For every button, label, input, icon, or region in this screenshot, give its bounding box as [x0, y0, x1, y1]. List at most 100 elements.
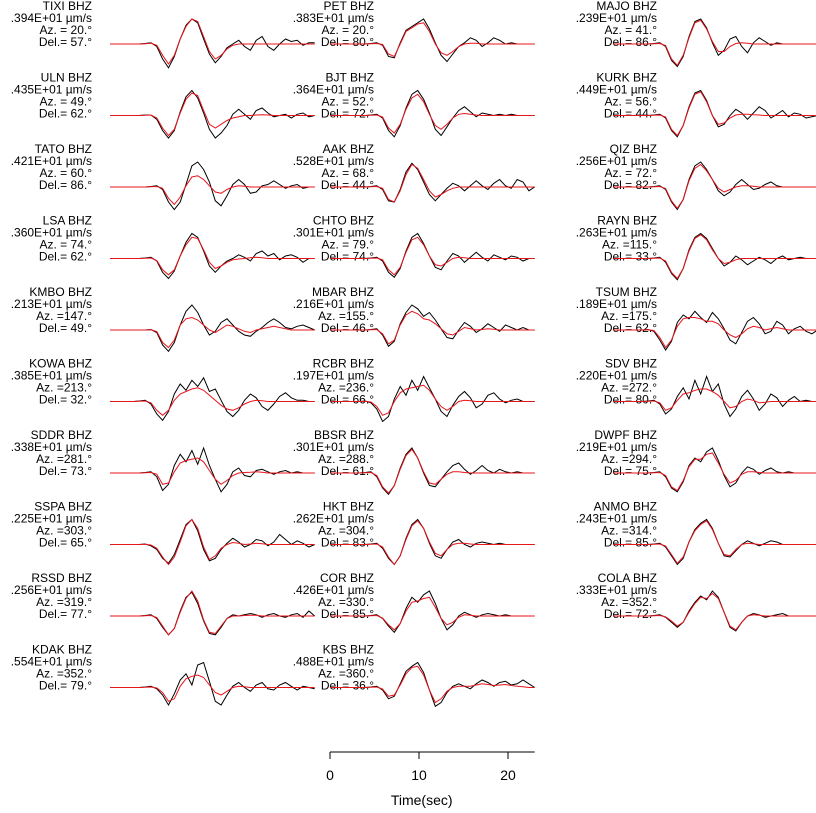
synthetic-trace: [330, 665, 535, 704]
amplitude-label: .301E+01 µm/s: [293, 440, 374, 454]
azimuth-label: Az. =155.°: [318, 309, 374, 323]
observed-trace: [110, 661, 315, 707]
azimuth-label: Az. =304.°: [318, 524, 374, 538]
amplitude-label: .435E+01 µm/s: [11, 83, 92, 97]
station-name-label: ULN BHZ: [41, 71, 92, 85]
station-name-label: SSPA BHZ: [34, 500, 92, 514]
x-tick-label: 0: [326, 767, 334, 783]
azimuth-label: Az. =213.°: [36, 381, 92, 395]
synthetic-trace: [110, 18, 315, 65]
azimuth-label: Az. =294.°: [601, 452, 657, 466]
station-name-label: SDV BHZ: [605, 357, 657, 371]
synthetic-trace: [613, 91, 816, 137]
station-name-label: KDAK BHZ: [32, 643, 92, 657]
azimuth-label: Az. =319.°: [36, 595, 92, 609]
station-panel: RAYN BHZ.263E+01 µm/sAz. =115.°Del.= 33.…: [576, 214, 816, 281]
amplitude-label: .554E+01 µm/s: [11, 655, 92, 669]
station-panel: TATO BHZ.421E+01 µm/sAz. = 60.°Del.= 86.…: [11, 142, 315, 211]
station-name-label: MAJO BHZ: [596, 0, 657, 13]
azimuth-label: Az. =236.°: [318, 381, 374, 395]
amplitude-label: .488E+01 µm/s: [293, 655, 374, 669]
synthetic-trace: [110, 674, 315, 702]
synthetic-trace: [330, 448, 535, 494]
amplitude-label: .394E+01 µm/s: [11, 11, 92, 25]
azimuth-label: Az. = 20.°: [322, 23, 375, 37]
station-name-label: PET BHZ: [324, 0, 374, 13]
distance-label: Del.= 61.°: [321, 464, 374, 478]
azimuth-label: Az. = 74.°: [40, 238, 93, 252]
station-name-label: ANMO BHZ: [594, 500, 657, 514]
station-name-label: LSA BHZ: [43, 214, 92, 228]
time-axis: 0 10 20 Time(sec): [326, 751, 535, 808]
distance-label: Del.= 80.°: [604, 393, 657, 407]
station-name-label: TATO BHZ: [35, 142, 92, 156]
station-panel: COLA BHZ.333E+01 µm/sAz. =352.°Del.= 72.…: [576, 571, 816, 632]
station-panel: BJT BHZ.364E+01 µm/sAz. = 52.°Del.= 72.°: [293, 71, 535, 138]
synthetic-trace: [110, 236, 315, 276]
distance-label: Del.= 66.°: [321, 393, 374, 407]
distance-label: Del.= 86.°: [39, 178, 92, 192]
amplitude-label: .239E+01 µm/s: [576, 11, 657, 25]
distance-label: Del.= 82.°: [604, 178, 657, 192]
amplitude-label: .426E+01 µm/s: [293, 583, 374, 597]
station-panel: BBSR BHZ.301E+01 µm/sAz. =288.°Del.= 61.…: [293, 428, 535, 496]
distance-label: Del.= 44.°: [321, 178, 374, 192]
amplitude-label: .220E+01 µm/s: [576, 369, 657, 383]
observed-trace: [110, 232, 315, 280]
azimuth-label: Az. = 49.°: [40, 95, 93, 109]
station-name-label: KMBO BHZ: [29, 285, 92, 299]
station-name-label: DWPF BHZ: [594, 428, 657, 442]
amplitude-label: .189E+01 µm/s: [576, 297, 657, 311]
station-panel: KDAK BHZ.554E+01 µm/sAz. =352.°Del.= 79.…: [11, 643, 315, 707]
azimuth-label: Az. = 56.°: [605, 95, 658, 109]
distance-label: Del.= 32.°: [39, 393, 92, 407]
synthetic-trace: [110, 387, 315, 416]
station-name-label: TIXI BHZ: [43, 0, 92, 13]
station-panel: RSSD BHZ.256E+01 µm/sAz. =319.°Del.= 77.…: [11, 571, 316, 636]
amplitude-label: .338E+01 µm/s: [11, 440, 92, 454]
synthetic-trace: [330, 596, 535, 631]
station-panel: PET BHZ.383E+01 µm/sAz. = 20.°Del.= 80.°: [293, 0, 535, 63]
amplitude-label: .301E+01 µm/s: [293, 226, 374, 240]
station-panel: RCBR BHZ.197E+01 µm/sAz. =236.°Del.= 66.…: [293, 357, 535, 423]
distance-label: Del.= 72.°: [321, 107, 374, 121]
synthetic-trace: [330, 22, 535, 58]
station-panel: ULN BHZ.435E+01 µm/sAz. = 49.°Del.= 62.°: [11, 71, 315, 139]
distance-label: Del.= 72.°: [604, 607, 657, 621]
azimuth-label: Az. =314.°: [601, 524, 657, 538]
station-panel: TIXI BHZ.394E+01 µm/sAz. = 20.°Del.= 57.…: [11, 0, 315, 69]
distance-label: Del.= 75.°: [604, 464, 657, 478]
distance-label: Del.= 85.°: [604, 536, 657, 550]
station-panel: CHTO BHZ.301E+01 µm/sAz. = 79.°Del.= 74.…: [293, 214, 535, 279]
synthetic-trace: [110, 518, 315, 566]
distance-label: Del.= 83.°: [321, 536, 374, 550]
distance-label: Del.= 36.°: [321, 679, 374, 693]
distance-label: Del.= 46.°: [321, 321, 374, 335]
x-tick-label: 20: [500, 767, 516, 783]
synthetic-trace: [110, 316, 315, 349]
synthetic-trace: [330, 384, 535, 416]
observed-trace: [110, 591, 316, 636]
synthetic-trace: [613, 388, 816, 411]
station-panel: SDDR BHZ.338E+01 µm/sAz. =281.°Del.= 73.…: [11, 428, 315, 493]
station-panel: MBAR BHZ.216E+01 µm/sAz. =155.°Del.= 46.…: [293, 285, 535, 348]
observed-trace: [110, 18, 315, 69]
station-name-label: COLA BHZ: [598, 571, 657, 585]
station-name-label: RAYN BHZ: [597, 214, 657, 228]
station-panel: QIZ BHZ.256E+01 µm/sAz. = 72.°Del.= 82.°: [576, 142, 816, 211]
amplitude-label: .421E+01 µm/s: [11, 154, 92, 168]
distance-label: Del.= 44.°: [604, 107, 657, 121]
synthetic-trace: [613, 163, 816, 210]
station-panel: HKT BHZ.262E+01 µm/sAz. =304.°Del.= 83.°: [293, 500, 535, 566]
amplitude-label: .385E+01 µm/s: [11, 369, 92, 383]
observed-trace: [110, 89, 315, 139]
amplitude-label: .364E+01 µm/s: [293, 83, 374, 97]
amplitude-label: .360E+01 µm/s: [11, 226, 92, 240]
observed-trace: [110, 518, 315, 565]
station-panel: KBS BHZ.488E+01 µm/sAz. =360.°Del.= 36.°: [293, 643, 535, 708]
time-axis-title: Time(sec): [391, 792, 453, 808]
azimuth-label: Az. =352.°: [601, 595, 657, 609]
amplitude-label: .383E+01 µm/s: [293, 11, 374, 25]
observed-trace: [110, 161, 315, 211]
station-name-label: KURK BHZ: [596, 71, 657, 85]
